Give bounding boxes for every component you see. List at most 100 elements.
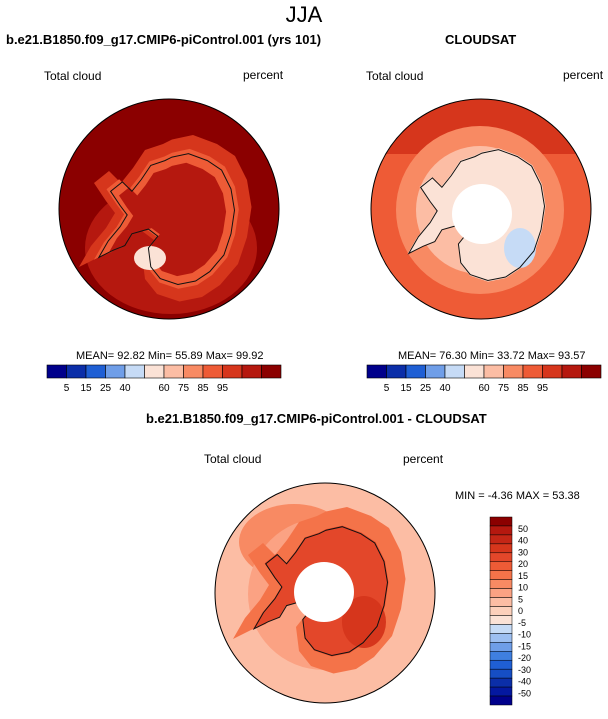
panel-a-min-label: Min=: [147, 350, 173, 362]
panel-b-colorbar-label: 15: [400, 383, 412, 394]
panel-b-min-value: 33.72: [497, 350, 525, 362]
panel-a-colorbar-label: 60: [158, 383, 170, 394]
diff-max-value: 53.38: [552, 490, 580, 502]
diff-stats: MIN = -4.36 MAX = 53.38: [455, 490, 580, 502]
diff-colorbar-label: 0: [518, 606, 523, 616]
panel-a-max-label: Max=: [205, 350, 233, 362]
diff-colorbar-box: [489, 677, 513, 688]
panel-a-variable: Total cloud: [44, 69, 102, 83]
panel-b-variable: Total cloud: [366, 69, 424, 83]
diff-colorbar-label: -10: [518, 630, 531, 640]
panel-a-colorbar-label: 85: [197, 383, 209, 394]
panel-a-colorbar-label: 5: [64, 383, 70, 394]
panel-a-colorbar-label: 25: [100, 383, 112, 394]
diff-colorbar-box: [489, 579, 513, 589]
panel-b-colorbar: 5 15 25 40 60 75 85 95: [366, 364, 602, 394]
panel-b-colorbar-box: [366, 364, 387, 379]
diff-colorbar-box: [489, 624, 513, 634]
diff-colorbar-box: [489, 633, 513, 643]
panel-a-stats: MEAN= 92.82 Min= 55.89 Max= 99.92: [76, 350, 264, 362]
panel-b-map: [370, 98, 592, 320]
diff-units: percent: [403, 452, 444, 466]
panel-a-colorbar-label: 95: [217, 383, 229, 394]
diff-colorbar-box: [489, 534, 513, 545]
diff-field-east-max: [342, 596, 386, 648]
panel-b-colorbar-box: [444, 364, 465, 379]
panel-a-colorbar-label: 15: [80, 383, 92, 394]
diff-colorbar-box: [489, 561, 513, 571]
panel-a-colorbar-label: 75: [178, 383, 190, 394]
panel-a-title: b.e21.B1850.f09_g17.CMIP6-piControl.001 …: [6, 32, 322, 47]
diff-colorbar-label: -20: [518, 653, 531, 663]
panel-b-stats: MEAN= 76.30 Min= 33.72 Max= 93.57: [398, 350, 586, 362]
panel-a-colorbar-box: [261, 364, 282, 379]
diff-colorbar-label: -30: [518, 665, 531, 675]
diff-colorbar-box: [489, 686, 513, 697]
season-title: JJA: [285, 2, 323, 27]
diff-variable: Total cloud: [204, 452, 262, 466]
diff-map: [214, 482, 436, 704]
panel-a-colorbar-box: [202, 364, 223, 379]
diff-colorbar-box: [489, 552, 513, 563]
diff-colorbar-box: [489, 642, 513, 652]
panel-a-colorbar-label: 40: [119, 383, 131, 394]
diff-colorbar-box: [489, 543, 513, 554]
diff-colorbar-box: [489, 668, 513, 679]
diff-colorbar-label: 5: [518, 594, 523, 604]
panel-a-max-value: 99.92: [235, 350, 264, 362]
panel-b-colorbar-label: 95: [537, 383, 549, 394]
diff-colorbar-box: [489, 588, 513, 598]
panel-b-field-east-low: [504, 228, 536, 268]
panel-a-colorbar-box: [163, 364, 184, 379]
panel-b-title: CLOUDSAT: [445, 32, 517, 47]
panel-b-colorbar-box: [503, 364, 524, 379]
diff-colorbar-box: [489, 659, 513, 670]
panel-b-colorbar-label: 25: [420, 383, 432, 394]
diff-polar-hole: [294, 562, 354, 622]
panel-b-units: percent: [563, 68, 604, 82]
diff-colorbar-label: 30: [518, 547, 528, 557]
panel-a-colorbar-box: [241, 364, 262, 379]
diff-colorbar-label: -15: [518, 641, 531, 651]
panel-b-colorbar-box: [522, 364, 543, 379]
panel-a-colorbar-box: [46, 364, 67, 379]
panel-a-colorbar-box: [105, 364, 126, 379]
diff-colorbar-box: [489, 695, 513, 706]
diff-colorbar-label: -50: [518, 688, 531, 698]
panel-b-colorbar-label: 5: [384, 383, 390, 394]
panel-b-colorbar-box: [386, 364, 407, 379]
diff-colorbar-label: -40: [518, 677, 531, 687]
panel-b-min-label: Min=: [469, 350, 495, 362]
diff-colorbar-box: [489, 597, 513, 607]
diff-colorbar-box: [489, 525, 513, 536]
panel-b-colorbar-box: [425, 364, 446, 379]
diff-colorbar-box: [489, 615, 513, 625]
panel-a-colorbar-box: [183, 364, 204, 379]
panel-a-colorbar-box: [66, 364, 87, 379]
panel-b-colorbar-box: [581, 364, 602, 379]
panel-b-colorbar-box: [542, 364, 563, 379]
panel-b-max-label: Max=: [527, 350, 555, 362]
panel-a-min-value: 55.89: [175, 350, 203, 362]
panel-b-colorbar-label: 75: [498, 383, 510, 394]
panel-a-field-plateau: [108, 162, 227, 277]
panel-b-mean-value: 76.30: [439, 350, 467, 362]
diff-colorbar-label: 50: [518, 524, 528, 534]
diff-colorbar-box: [489, 516, 513, 527]
diff-colorbar-label: 20: [518, 559, 528, 569]
panel-a-units: percent: [243, 68, 284, 82]
panel-b-colorbar-box: [405, 364, 426, 379]
diff-colorbar-label: 40: [518, 536, 528, 546]
diff-colorbar-label: 15: [518, 571, 528, 581]
diff-colorbar-label: -5: [518, 618, 526, 628]
panel-a-colorbar-box: [222, 364, 243, 379]
panel-b-colorbar-box: [561, 364, 582, 379]
panel-b-max-value: 93.57: [557, 350, 586, 362]
panel-a-colorbar-box: [85, 364, 106, 379]
panel-b-polar-hole: [452, 184, 512, 244]
diff-colorbar-box: [489, 606, 513, 616]
panel-a-colorbar-box: [124, 364, 145, 379]
panel-a-colorbar-box: [144, 364, 165, 379]
panel-b-colorbar-box: [483, 364, 504, 379]
